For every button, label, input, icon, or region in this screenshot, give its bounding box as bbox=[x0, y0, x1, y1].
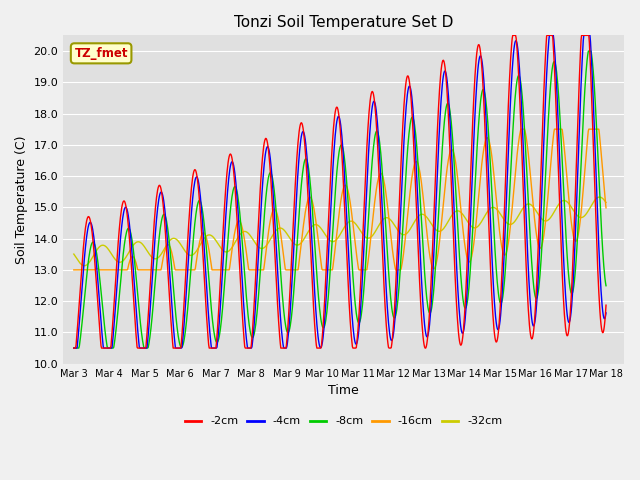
Y-axis label: Soil Temperature (C): Soil Temperature (C) bbox=[15, 135, 28, 264]
Title: Tonzi Soil Temperature Set D: Tonzi Soil Temperature Set D bbox=[234, 15, 453, 30]
Text: TZ_fmet: TZ_fmet bbox=[74, 47, 128, 60]
Legend: -2cm, -4cm, -8cm, -16cm, -32cm: -2cm, -4cm, -8cm, -16cm, -32cm bbox=[180, 412, 507, 431]
X-axis label: Time: Time bbox=[328, 384, 359, 397]
